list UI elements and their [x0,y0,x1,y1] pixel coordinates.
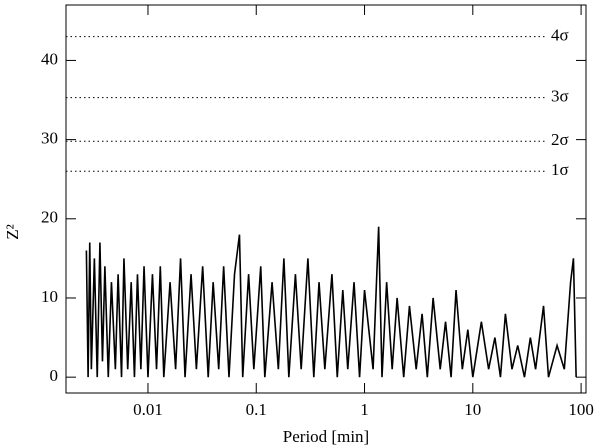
sigma-label: 1σ [551,160,569,179]
x-tick-label: 100 [568,400,594,419]
sigma-label: 4σ [551,26,569,45]
plot-frame [65,4,587,394]
y-axis-label: Z² [3,224,22,239]
y-tick-label: 20 [41,208,58,227]
y-tick-label: 0 [50,366,59,385]
x-axis-label: Period [min] [283,427,369,446]
y-tick-label: 30 [41,129,58,148]
x-tick-label: 0.1 [246,400,267,419]
x-tick-label: 0.01 [133,400,163,419]
y-tick-label: 10 [41,287,58,306]
series-line [85,226,577,378]
sigma-label: 2σ [551,130,569,149]
x-tick-label: 1 [360,400,369,419]
sigma-label: 3σ [551,87,569,106]
y-tick-label: 40 [41,49,58,68]
x-tick-label: 10 [464,400,481,419]
